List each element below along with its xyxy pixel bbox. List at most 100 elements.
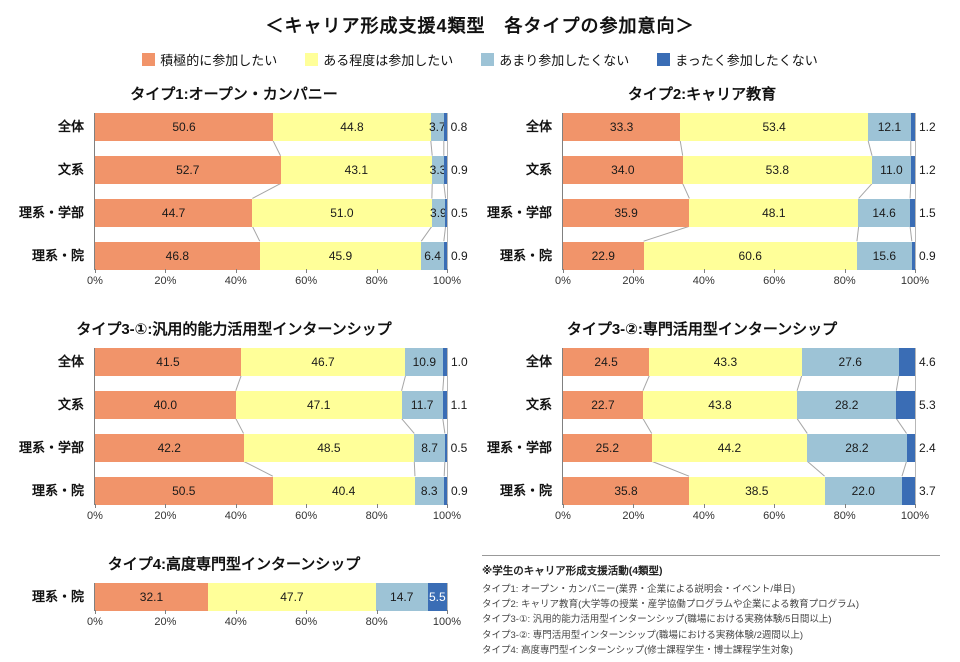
x-axis-tick-label: 40% bbox=[224, 616, 247, 628]
category-axis: 全体 文系 理系・学部 理系・院 bbox=[482, 348, 562, 505]
bar-segment: 34.0 bbox=[563, 156, 683, 184]
category-label: 理系・学部 bbox=[18, 205, 84, 220]
bar-segment: 35.9 bbox=[563, 199, 690, 227]
legend-swatch bbox=[481, 53, 495, 66]
category-label: 文系 bbox=[525, 397, 552, 412]
bar-row: 42.2 48.5 8.7 0.5 bbox=[95, 434, 467, 462]
bar-segment: 22.9 bbox=[563, 242, 644, 270]
bar-row: 46.8 45.9 6.4 0.9 bbox=[95, 242, 468, 270]
chart-title: タイプ3-①:汎用的能力活用型インターンシップ bbox=[76, 321, 392, 338]
value-label: 0.5 bbox=[451, 206, 468, 220]
value-label: 14.6 bbox=[872, 206, 896, 220]
bar-row: 40.0 47.1 11.7 1.1 bbox=[95, 391, 467, 419]
value-label: 1.2 bbox=[918, 163, 936, 177]
bar-segment: 43.3 bbox=[649, 348, 802, 376]
x-axis-tickmark bbox=[306, 610, 308, 614]
bar-segment: 1.2 bbox=[910, 156, 936, 184]
bar-segment: 43.8 bbox=[642, 391, 798, 419]
x-axis-tickmark bbox=[165, 269, 167, 273]
value-label: 27.6 bbox=[838, 355, 862, 369]
x-axis-tickmark bbox=[563, 504, 564, 508]
chart-body: 理系・院 32.1 47.7 14.7 5.5 0% 20% 40% 60% 80% 100% bbox=[14, 583, 478, 628]
bar-row: 24.5 43.3 27.6 4.6 bbox=[563, 348, 936, 376]
category-axis: 全体 文系 理系・学部 理系・院 bbox=[14, 348, 94, 505]
category-label: 全体 bbox=[525, 119, 552, 134]
bar-segment: 14.7 bbox=[375, 583, 428, 611]
value-label: 48.5 bbox=[317, 441, 341, 455]
category-label: 理系・学部 bbox=[486, 440, 552, 455]
bar-segment: 40.0 bbox=[95, 391, 236, 419]
x-axis-tickmark bbox=[95, 269, 96, 273]
bar-segment: 10.9 bbox=[405, 348, 444, 376]
bar-row: 35.8 38.5 22.0 3.7 bbox=[563, 477, 936, 505]
value-label: 22.0 bbox=[851, 484, 875, 498]
x-axis-tickmark bbox=[376, 269, 378, 273]
bar-segment: 2.4 bbox=[906, 434, 936, 462]
x-axis-tickmark bbox=[235, 504, 237, 508]
bar-segment: 0.5 bbox=[445, 199, 468, 227]
value-label: 1.2 bbox=[918, 120, 936, 134]
x-axis-tickmark bbox=[165, 504, 167, 508]
bar-row: 52.7 43.1 3.3 0.9 bbox=[95, 156, 468, 184]
value-label: 46.7 bbox=[311, 355, 335, 369]
bar-segment: 0.9 bbox=[443, 477, 468, 505]
bar-segment: 52.7 bbox=[95, 156, 281, 184]
legend-label: ある程度は参加したい bbox=[323, 53, 454, 68]
value-label: 3.3 bbox=[429, 163, 447, 177]
value-label: 52.7 bbox=[176, 163, 200, 177]
value-label: 28.2 bbox=[845, 441, 869, 455]
page-title: ＜キャリア形成支援4類型 各タイプの参加意向＞ bbox=[265, 16, 695, 36]
bar-segment: 44.2 bbox=[651, 434, 808, 462]
value-label: 44.8 bbox=[340, 120, 364, 134]
chart-body: 全体 文系 理系・学部 理系・院 50.6 44.8 3.7 0.8 52.7 43.1 3.3 0… bbox=[14, 113, 478, 287]
category-axis: 全体 文系 理系・学部 理系・院 bbox=[482, 113, 562, 270]
x-axis-tickmark bbox=[703, 269, 705, 273]
category-label: 理系・学部 bbox=[486, 205, 552, 220]
bar-segment: 53.4 bbox=[680, 113, 869, 141]
bar-segment: 50.6 bbox=[95, 113, 274, 141]
x-axis-tick-label: 20% bbox=[154, 510, 177, 522]
x-axis-tick-label: 0% bbox=[555, 510, 571, 522]
x-axis-tickmark bbox=[165, 610, 167, 614]
chart-type4-advanced-internship: タイプ4:高度専門型インターンシップ 理系・院 32.1 47.7 14.7 5.5 0… bbox=[14, 553, 478, 658]
bar-segment: 11.7 bbox=[401, 391, 443, 419]
x-axis-tick-label: 80% bbox=[833, 275, 856, 287]
bar-segment: 8.7 bbox=[414, 434, 445, 462]
x-axis-tick-label: 0% bbox=[87, 275, 103, 287]
x-axis-tick-label: 60% bbox=[295, 510, 318, 522]
bar-segment: 4.6 bbox=[898, 348, 936, 376]
plot-area: 41.5 46.7 10.9 1.0 40.0 47.1 11.7 1.1 42.2 48.5 8.… bbox=[87, 348, 468, 522]
bar-segment: 0.9 bbox=[443, 242, 468, 270]
x-axis-tick-label: 0% bbox=[87, 510, 103, 522]
value-label: 40.4 bbox=[331, 484, 356, 498]
category-label: 理系・学部 bbox=[18, 440, 84, 455]
x-axis-tickmark bbox=[447, 610, 448, 614]
bar-segment: 50.5 bbox=[95, 477, 273, 505]
value-label: 0.9 bbox=[450, 163, 468, 177]
x-axis-tickmark bbox=[376, 504, 378, 508]
x-axis: 0% 20% 40% 60% 80% 100% bbox=[555, 269, 929, 291]
category-label: 全体 bbox=[57, 354, 84, 369]
bar-segment: 5.3 bbox=[896, 391, 936, 419]
x-axis-tick-label: 60% bbox=[295, 616, 318, 628]
x-axis-tick-label: 80% bbox=[365, 616, 388, 628]
category-label: 理系・院 bbox=[499, 483, 552, 498]
bar-segment: 5.5 bbox=[427, 583, 447, 611]
x-axis-tick-label: 20% bbox=[154, 275, 177, 287]
legend: 積極的に参加したい ある程度は参加したい あまり参加したくない まったく参加したくない bbox=[0, 50, 960, 69]
value-label: 0.9 bbox=[450, 249, 468, 263]
x-axis-tick-label: 100% bbox=[900, 275, 930, 287]
bar-segment: 11.0 bbox=[872, 156, 911, 184]
legend-swatch bbox=[657, 53, 671, 66]
bar-segment: 51.0 bbox=[252, 199, 432, 227]
bar-segment: 1.1 bbox=[442, 391, 467, 419]
bar-segment: 46.8 bbox=[95, 242, 260, 270]
value-label: 40.0 bbox=[153, 398, 178, 412]
value-label: 53.4 bbox=[762, 120, 786, 134]
note-line: タイプ3-②: 専門活用型インターンシップ(職場における実務体験/2週間以上) bbox=[482, 629, 804, 641]
bar-row: 32.1 47.7 14.7 5.5 bbox=[95, 583, 447, 611]
x-axis-tick-label: 40% bbox=[692, 275, 715, 287]
x-axis-tickmark bbox=[235, 269, 237, 273]
x-axis-tickmark bbox=[633, 504, 635, 508]
